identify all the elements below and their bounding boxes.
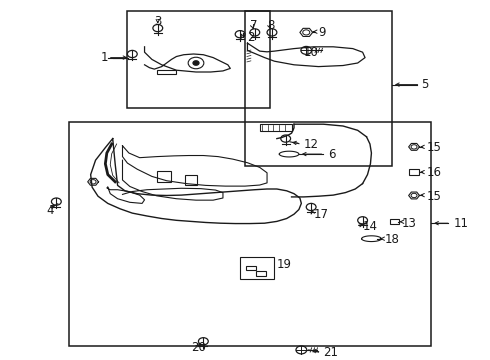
Text: 4: 4 [47,204,54,217]
Bar [157,70,176,74]
Text: 14: 14 [363,220,378,233]
Bar [127,11,270,108]
Text: 21: 21 [323,346,339,359]
Text: 3: 3 [154,15,162,28]
Bar [260,124,292,131]
Text: 13: 13 [402,217,416,230]
Text: 2: 2 [247,31,255,44]
Text: 7: 7 [250,19,257,32]
Text: 9: 9 [318,26,326,39]
Bar [256,271,266,276]
Text: 12: 12 [304,138,319,150]
Text: 5: 5 [421,78,429,91]
Text: 19: 19 [277,258,292,271]
Bar [240,257,274,279]
Bar [245,11,392,166]
Text: 15: 15 [426,190,441,203]
Bar [69,122,431,346]
Bar [246,266,256,270]
Text: 8: 8 [267,19,274,32]
Text: 18: 18 [385,233,399,246]
Text: 16: 16 [426,166,441,179]
Circle shape [193,61,199,65]
Bar [390,219,399,224]
Bar [185,175,197,185]
Text: 11: 11 [453,217,468,230]
Text: 1: 1 [100,51,108,64]
Bar [157,171,171,182]
Text: 20: 20 [191,341,206,354]
Bar [409,169,419,175]
Text: 10: 10 [304,46,318,59]
Text: 17: 17 [314,208,329,221]
Text: 6: 6 [328,148,336,161]
Text: 15: 15 [426,141,441,154]
